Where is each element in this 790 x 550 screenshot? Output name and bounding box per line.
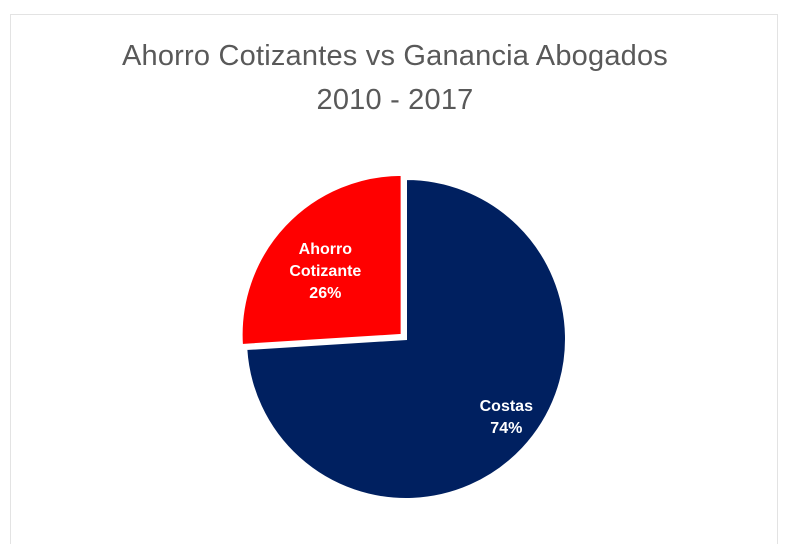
chart-title: Ahorro Cotizantes vs Ganancia Abogados 2… <box>0 34 790 122</box>
slice-category-label: Cotizante <box>289 263 361 280</box>
slice-percent-label: 26% <box>309 285 341 302</box>
slice-category-label: Ahorro <box>299 241 353 258</box>
pie-slice <box>240 173 403 346</box>
slice-data-label: Costas 74% <box>480 398 533 437</box>
slice-data-label: Ahorro Cotizante 26% <box>289 241 361 302</box>
chart-area <box>10 14 778 544</box>
slice-category-label: Costas <box>480 398 533 415</box>
pie-slice <box>245 177 567 500</box>
chart-subtitle-line: 2010 - 2017 <box>316 84 474 116</box>
chart-title-line: Ahorro Cotizantes vs Ganancia Abogados <box>121 40 669 72</box>
slice-percent-label: 74% <box>490 420 522 437</box>
